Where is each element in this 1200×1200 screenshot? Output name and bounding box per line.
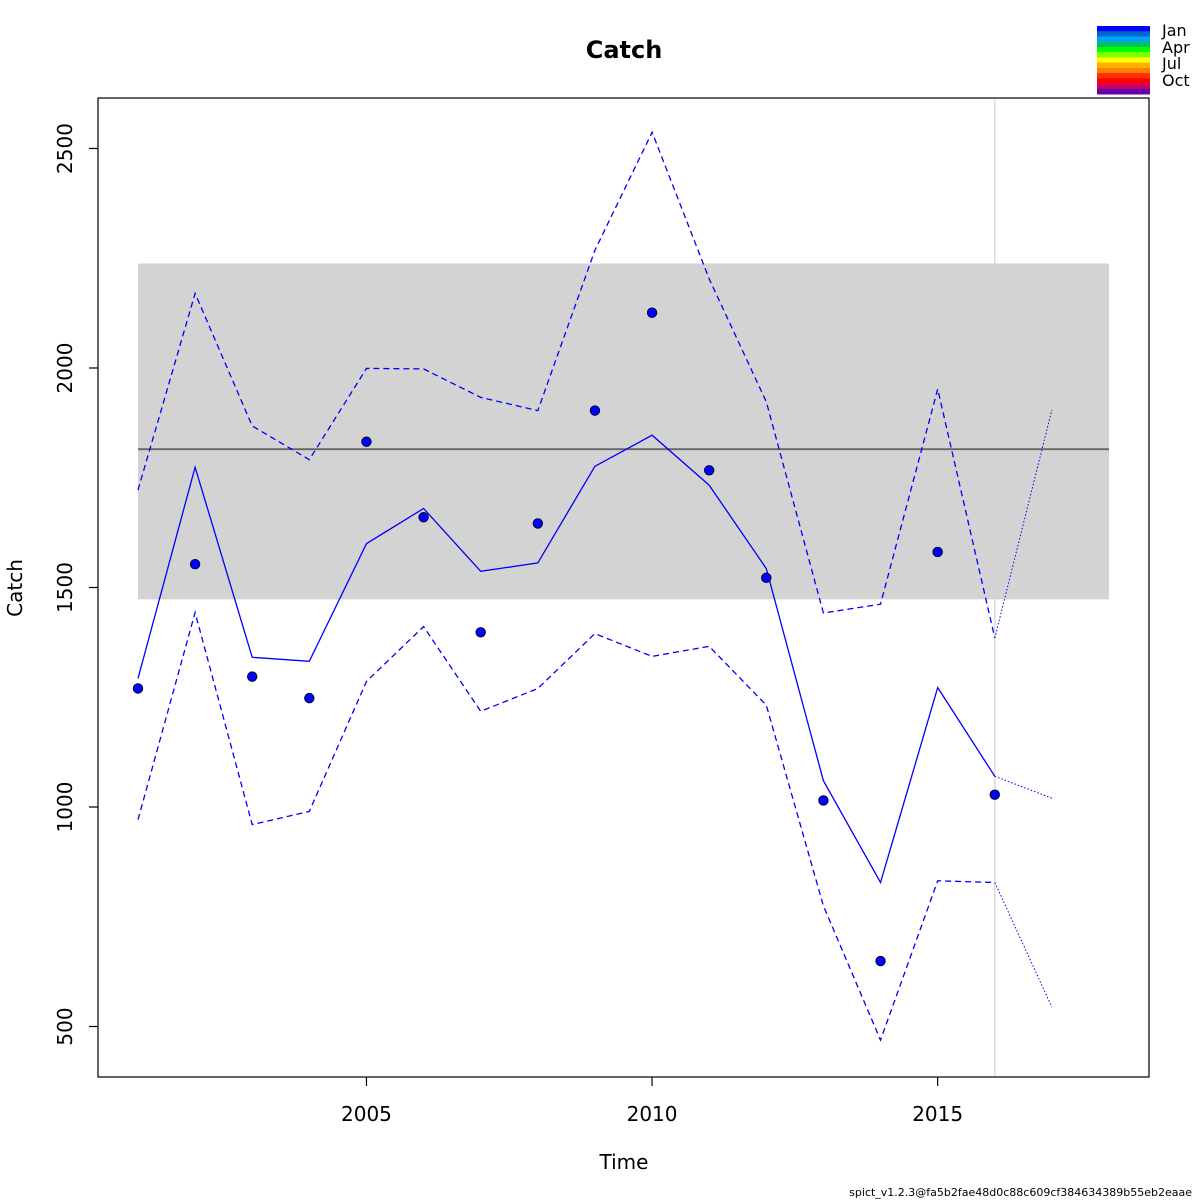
y-axis-label: Catch xyxy=(3,559,27,617)
legend-color-swatch xyxy=(1097,36,1150,43)
observed-point xyxy=(247,671,258,682)
msy-band-layer xyxy=(137,98,1110,1077)
legend-label: Oct xyxy=(1162,71,1190,90)
series-layer xyxy=(137,130,1053,1042)
observed-point xyxy=(989,789,1000,800)
y-tick-label: 2000 xyxy=(53,343,77,394)
x-tick-label: 2010 xyxy=(627,1102,678,1126)
observed-point xyxy=(932,546,943,558)
legend-label: Jul xyxy=(1161,54,1181,73)
observed-point xyxy=(532,518,544,529)
observed-point xyxy=(189,559,201,570)
legend-color-swatch xyxy=(1097,46,1150,53)
observed-point xyxy=(703,465,715,476)
observed-point xyxy=(818,795,829,806)
observed-points-layer xyxy=(132,307,1000,967)
legend-color-swatch xyxy=(1097,88,1150,95)
series-line-upper-ci xyxy=(137,130,996,639)
observed-point xyxy=(475,627,486,638)
legend-label: Jan xyxy=(1161,21,1187,40)
y-tick-label: 500 xyxy=(53,1007,77,1045)
observed-point xyxy=(304,692,315,704)
series-line-lower-ci xyxy=(137,610,995,1042)
series-line-forecast-lower xyxy=(994,882,1053,1008)
observed-point xyxy=(646,307,658,318)
legend-color-swatch xyxy=(1097,78,1150,85)
legend-color-swatch xyxy=(1097,67,1150,74)
legend-color-swatch xyxy=(1097,31,1150,37)
legend-color-swatch xyxy=(1097,26,1150,32)
observed-point xyxy=(361,436,372,447)
observed-point xyxy=(132,683,144,694)
series-line-forecast-estimate xyxy=(994,775,1053,799)
msy-confidence-band xyxy=(137,263,1110,600)
series-line-forecast-upper xyxy=(994,409,1053,639)
observed-point xyxy=(589,405,601,416)
legend-color-swatch xyxy=(1097,62,1150,69)
observed-point xyxy=(418,512,429,523)
y-tick-label: 1000 xyxy=(53,782,77,833)
x-tick-label: 2005 xyxy=(341,1102,392,1126)
legend-color-swatch xyxy=(1097,73,1150,79)
observed-point xyxy=(761,572,772,584)
x-axis: 2005 2010 2015 xyxy=(341,1077,963,1126)
chart-title: Catch xyxy=(586,36,663,64)
footer-version-text: spict_v1.2.3@fa5b2fae48d0c88c609cf384634… xyxy=(849,1186,1192,1199)
legend-color-swatch xyxy=(1097,52,1150,58)
observed-point xyxy=(875,955,886,967)
legend-label: Apr xyxy=(1162,38,1190,57)
legend-color-swatch xyxy=(1097,83,1150,90)
y-tick-label: 1500 xyxy=(53,562,77,613)
legend-color-swatch xyxy=(1097,57,1150,64)
series-line-estimate xyxy=(137,434,996,885)
y-tick-label: 2500 xyxy=(53,123,77,174)
y-axis: 500 1000 1500 2000 2500 xyxy=(53,123,98,1046)
legend-color-swatch xyxy=(1097,41,1150,48)
x-axis-label: Time xyxy=(599,1150,649,1174)
x-tick-label: 2015 xyxy=(912,1102,963,1126)
